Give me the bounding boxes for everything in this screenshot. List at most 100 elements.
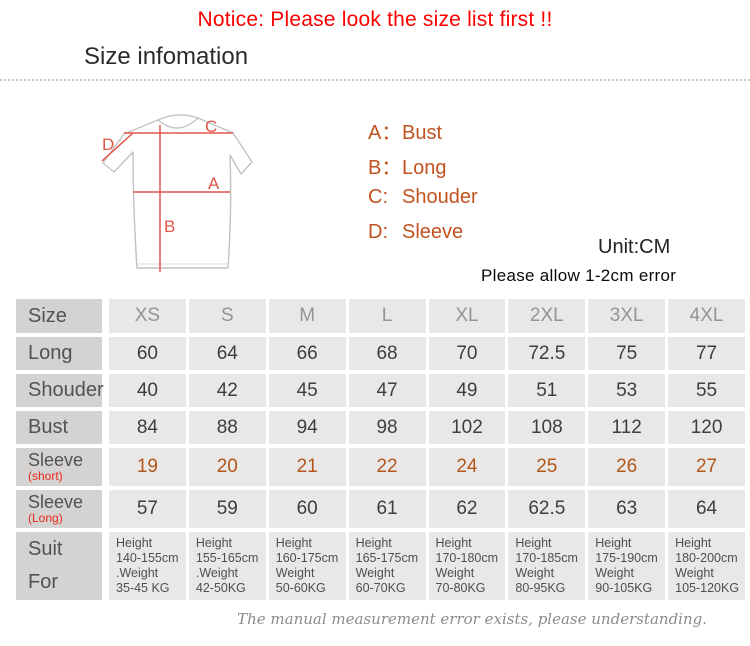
size-header-cell: L bbox=[348, 299, 426, 333]
value-cell: 55 bbox=[668, 374, 745, 407]
value-cell: 70 bbox=[428, 337, 506, 370]
suit-cell: Height 180-200cm Weight 105-120KG bbox=[668, 532, 745, 600]
measurement-legend: A： Bust B： Long C: Shouder D: Sleeve bbox=[368, 116, 478, 245]
legend-item-bust: A： Bust bbox=[368, 116, 478, 144]
value-cell: 47 bbox=[348, 374, 426, 407]
suit-cell: Height 155-165cm .Weight 42-50KG bbox=[188, 532, 266, 600]
table-row-sleeve-short: Sleeve (short) 19 20 21 22 24 25 26 27 bbox=[16, 448, 745, 486]
value-cell: 62.5 bbox=[508, 490, 586, 528]
notice-text: Notice: Please look the size list first … bbox=[197, 8, 553, 31]
value-cell: 66 bbox=[268, 337, 346, 370]
suit-label-line1: Suit bbox=[28, 538, 63, 560]
value-cell: 19 bbox=[109, 448, 186, 486]
value-cell: 72.5 bbox=[508, 337, 586, 370]
row-label-shouder: Shouder bbox=[16, 374, 106, 407]
tshirt-measurement-diagram: C D A B bbox=[95, 110, 270, 278]
value-cell: 62 bbox=[428, 490, 506, 528]
value-cell: 57 bbox=[109, 490, 186, 528]
unit-label: Unit:CM bbox=[598, 236, 671, 258]
legend-item-sleeve: D: Sleeve bbox=[368, 221, 478, 245]
marker-b-label: B bbox=[164, 217, 175, 236]
row-label-main: Sleeve bbox=[28, 492, 84, 513]
value-cell: 77 bbox=[668, 337, 745, 370]
legend-item-long: B： Long bbox=[368, 151, 478, 179]
table-row-sleeve-long: Sleeve (Long) 57 59 60 61 62 62.5 63 64 bbox=[16, 490, 745, 528]
value-cell: 51 bbox=[508, 374, 586, 407]
sleeve-measure-line bbox=[101, 132, 134, 162]
legend-label: Sleeve bbox=[402, 221, 464, 243]
legend-key: C: bbox=[368, 186, 388, 208]
footer-note: The manual measurement error exists, ple… bbox=[237, 610, 707, 628]
row-label-sub: (short) bbox=[28, 469, 63, 484]
value-cell: 21 bbox=[268, 448, 346, 486]
size-header-cell: S bbox=[188, 299, 266, 333]
legend-key: D: bbox=[368, 221, 388, 243]
row-label-suit-for: Suit For bbox=[16, 532, 106, 600]
value-cell: 25 bbox=[508, 448, 586, 486]
table-row-long: Long 60 64 66 68 70 72.5 75 77 bbox=[16, 337, 745, 370]
value-cell: 64 bbox=[668, 490, 745, 528]
value-cell: 61 bbox=[348, 490, 426, 528]
row-label-sleeve-short: Sleeve (short) bbox=[16, 448, 106, 486]
table-row-bust: Bust 84 88 94 98 102 108 112 120 bbox=[16, 411, 745, 444]
value-cell: 108 bbox=[508, 411, 586, 444]
size-header-cell: XS bbox=[109, 299, 186, 333]
legend-label: Shouder bbox=[402, 186, 478, 208]
suit-cell: Height 165-175cm Weight 60-70KG bbox=[348, 532, 426, 600]
value-cell: 42 bbox=[188, 374, 266, 407]
value-cell: 84 bbox=[109, 411, 186, 444]
marker-a-label: A bbox=[208, 174, 220, 193]
value-cell: 26 bbox=[588, 448, 666, 486]
tolerance-note: Please allow 1-2cm error bbox=[481, 266, 677, 285]
row-label-bust: Bust bbox=[16, 411, 106, 444]
value-cell: 88 bbox=[188, 411, 266, 444]
suit-cell: Height 170-180cm Weight 70-80KG bbox=[428, 532, 506, 600]
size-header-cell: 4XL bbox=[668, 299, 745, 333]
table-row-suit-for: Suit For Height 140-155cm .Weight 35-45 … bbox=[16, 532, 745, 600]
legend-item-shouder: C: Shouder bbox=[368, 186, 478, 210]
size-header-cell: 3XL bbox=[588, 299, 666, 333]
page-title: Size infomation bbox=[84, 43, 249, 70]
value-cell: 102 bbox=[428, 411, 506, 444]
value-cell: 53 bbox=[588, 374, 666, 407]
section-divider bbox=[0, 79, 750, 81]
table-row-size: Size XS S M L XL 2XL 3XL 4XL bbox=[16, 299, 745, 333]
row-label-main: Sleeve bbox=[28, 450, 84, 471]
row-label-sleeve-long: Sleeve (Long) bbox=[16, 490, 106, 528]
collar-inner-line bbox=[157, 117, 199, 129]
value-cell: 20 bbox=[188, 448, 266, 486]
value-cell: 120 bbox=[668, 411, 745, 444]
suit-cell: Height 140-155cm .Weight 35-45 KG bbox=[109, 532, 186, 600]
value-cell: 45 bbox=[268, 374, 346, 407]
size-header-cell: XL bbox=[428, 299, 506, 333]
value-cell: 60 bbox=[268, 490, 346, 528]
value-cell: 98 bbox=[348, 411, 426, 444]
value-cell: 75 bbox=[588, 337, 666, 370]
legend-key: B： bbox=[368, 157, 402, 179]
suit-cell: Height 170-185cm Weight 80-95KG bbox=[508, 532, 586, 600]
value-cell: 94 bbox=[268, 411, 346, 444]
value-cell: 49 bbox=[428, 374, 506, 407]
row-label-size: Size bbox=[16, 299, 106, 333]
value-cell: 22 bbox=[348, 448, 426, 486]
value-cell: 59 bbox=[188, 490, 266, 528]
legend-label: Bust bbox=[402, 122, 443, 144]
suit-cell: Height 160-175cm Weight 50-60KG bbox=[268, 532, 346, 600]
row-label-sub: (Long) bbox=[28, 511, 63, 526]
suit-label-line2: For bbox=[28, 571, 58, 593]
legend-label: Long bbox=[402, 157, 447, 179]
value-cell: 27 bbox=[668, 448, 745, 486]
value-cell: 68 bbox=[348, 337, 426, 370]
value-cell: 64 bbox=[188, 337, 266, 370]
legend-key: A： bbox=[368, 122, 402, 144]
tshirt-diagram-svg: C D A B bbox=[101, 114, 253, 272]
size-header-cell: M bbox=[268, 299, 346, 333]
value-cell: 112 bbox=[588, 411, 666, 444]
value-cell: 24 bbox=[428, 448, 506, 486]
table-row-shouder: Shouder 40 42 45 47 49 51 53 55 bbox=[16, 374, 745, 407]
marker-c-label: C bbox=[205, 117, 217, 136]
marker-d-label: D bbox=[102, 135, 114, 154]
row-label-long: Long bbox=[16, 337, 106, 370]
suit-cell: Height 175-190cm Weight 90-105KG bbox=[588, 532, 666, 600]
